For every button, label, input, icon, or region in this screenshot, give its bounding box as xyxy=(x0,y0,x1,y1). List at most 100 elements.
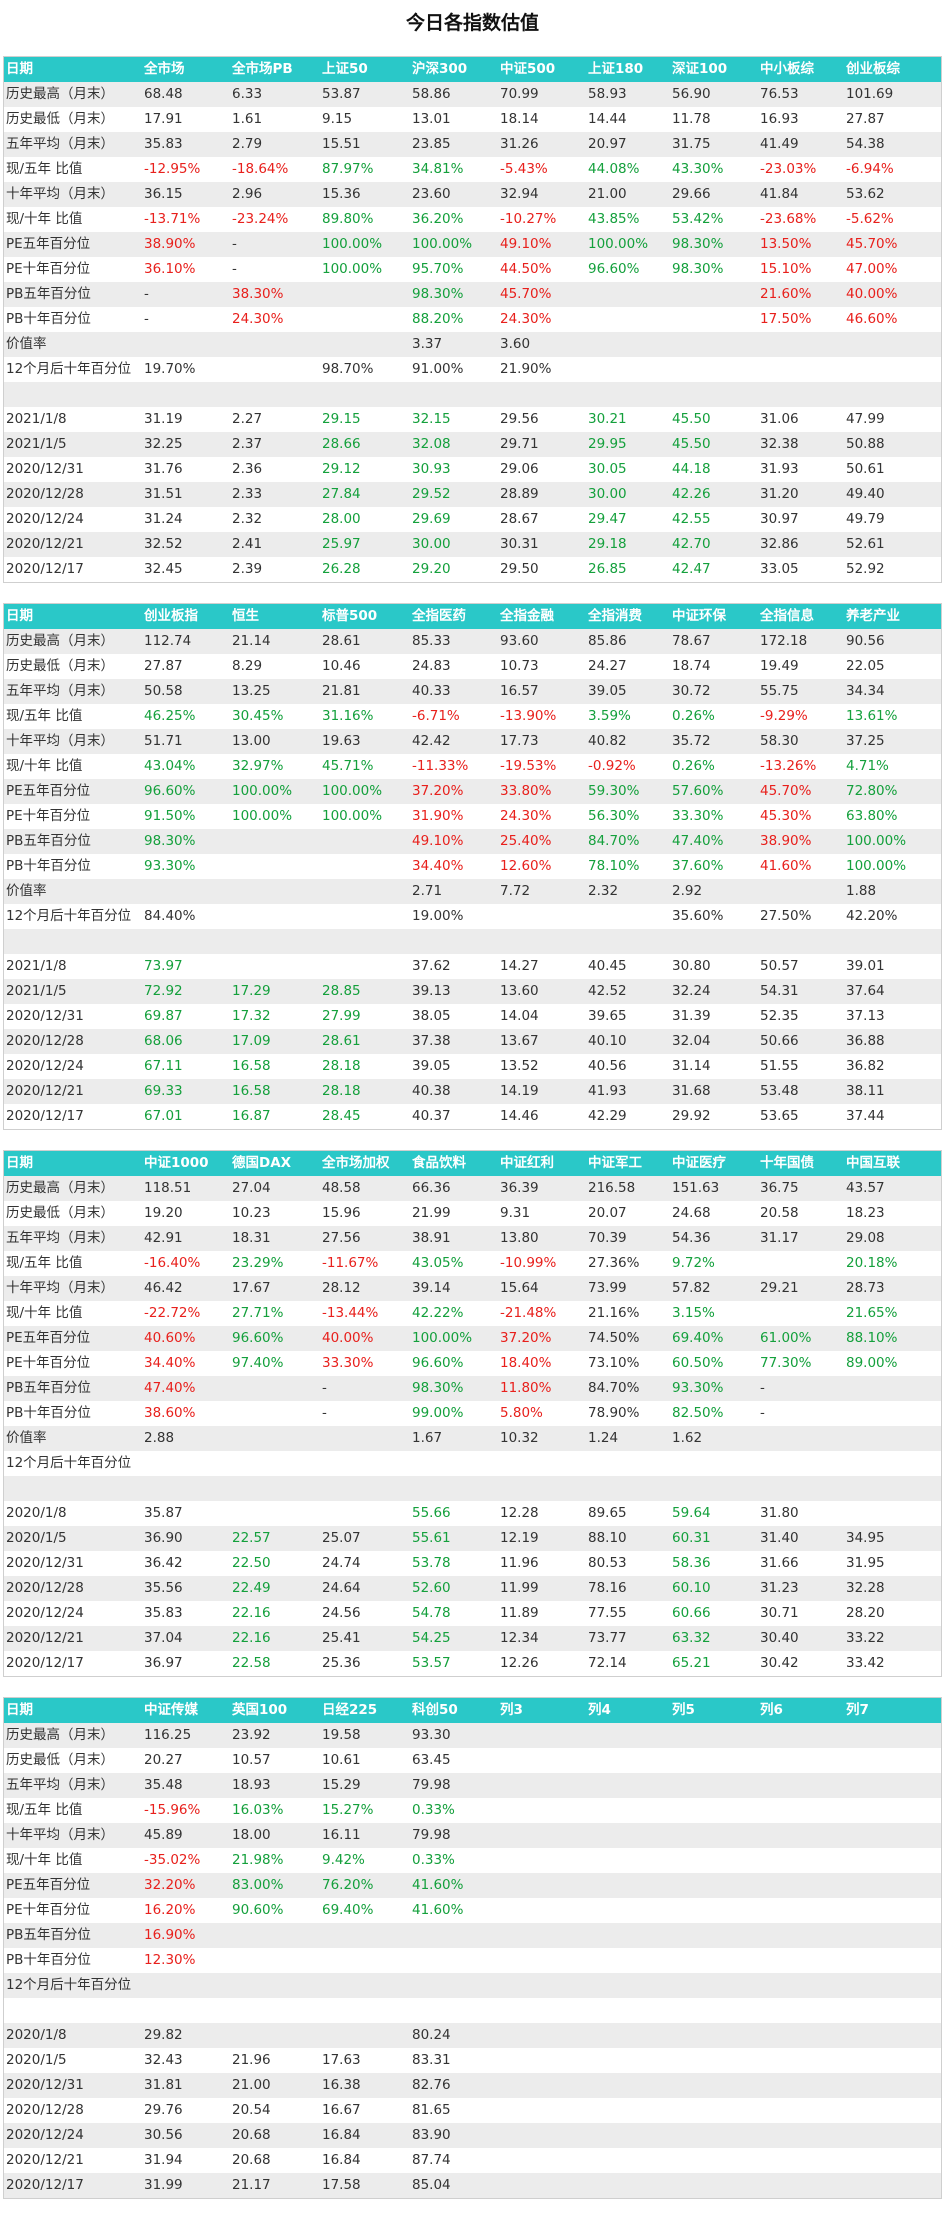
table-cell: 2.41 xyxy=(232,536,263,552)
table-cell: 22.49 xyxy=(232,1580,271,1596)
row-label xyxy=(6,382,146,407)
table-cell: 15.64 xyxy=(500,1280,539,1296)
table-cell: 14.04 xyxy=(500,1008,539,1024)
table-cell: 40.56 xyxy=(588,1058,627,1074)
table-row: 2020/12/28 31.51 2.33 27.84 29.52 28.89 30.00 4… xyxy=(4,482,941,507)
row-label: 十年平均（月末） xyxy=(6,186,114,202)
table-cell: 116.25 xyxy=(144,1727,192,1743)
table-cell: 35.87 xyxy=(144,1505,183,1521)
table-cell: 69.87 xyxy=(144,1008,183,1024)
table-cell: -35.02% xyxy=(144,1852,201,1868)
table-row: 现/十年 比值 43.04% 32.97% 45.71% -11.33% -19.53% -… xyxy=(4,754,941,779)
table-cell: 16.58 xyxy=(232,1058,271,1074)
table-cell: 16.11 xyxy=(322,1827,361,1843)
table-cell: 44.08% xyxy=(588,161,640,177)
table-cell: 29.56 xyxy=(500,411,539,427)
table-cell: 28.45 xyxy=(322,1108,361,1124)
table-cell: 31.51 xyxy=(144,486,183,502)
table-row: 历史最低（月末） 17.91 1.61 9.15 13.01 18.14 14.44 11.7… xyxy=(4,107,941,132)
table-cell: -11.67% xyxy=(322,1255,379,1271)
table-cell: 14.46 xyxy=(500,1108,539,1124)
table-cell: 2.96 xyxy=(232,186,263,202)
row-label: 五年平均（月末） xyxy=(6,136,114,152)
table-cell: 38.11 xyxy=(846,1083,885,1099)
table-cell: 29.21 xyxy=(760,1280,799,1296)
table-cell: 91.00% xyxy=(412,361,464,377)
table-cell: -22.72% xyxy=(144,1305,201,1321)
table-cell: 18.31 xyxy=(232,1230,271,1246)
table-cell: 21.81 xyxy=(322,683,361,699)
table-row: 2020/1/8 35.87 55.66 12.28 89.65 59.64 31.80 xyxy=(4,1501,941,1526)
table-cell: 38.91 xyxy=(412,1230,451,1246)
table-cell: 63.32 xyxy=(672,1630,711,1646)
header-date: 日期 xyxy=(6,1155,33,1171)
table-cell: 21.90% xyxy=(500,361,552,377)
table-row: 2020/12/31 36.42 22.50 24.74 53.78 11.96 80.53… xyxy=(4,1551,941,1576)
table-cell: 28.85 xyxy=(322,983,361,999)
table-cell: 59.30% xyxy=(588,783,640,799)
table-cell: 29.71 xyxy=(500,436,539,452)
table-cell: 216.58 xyxy=(588,1180,636,1196)
table-cell: 98.30% xyxy=(672,261,724,277)
row-label: 2021/1/8 xyxy=(6,411,67,427)
table-cell: 37.20% xyxy=(412,783,464,799)
table-cell: 57.82 xyxy=(672,1280,711,1296)
table-cell: 24.27 xyxy=(588,658,627,674)
table-row: PB十年百分位 93.30% 34.40% 12.60% 78.10% 37.60% 41.… xyxy=(4,854,941,879)
table-cell: 41.60% xyxy=(760,858,812,874)
table-cell: 89.65 xyxy=(588,1505,627,1521)
table-cell: 32.15 xyxy=(412,411,451,427)
row-label: 历史最高（月末） xyxy=(6,633,114,649)
table-cell: -13.44% xyxy=(322,1305,379,1321)
table-row xyxy=(4,929,941,954)
table-cell: 1.67 xyxy=(412,1430,443,1446)
table-cell: 83.90 xyxy=(412,2127,451,2143)
table-cell: 81.65 xyxy=(412,2102,451,2118)
table-cell: 59.64 xyxy=(672,1505,711,1521)
row-label: PB五年百分位 xyxy=(6,833,91,849)
table-row: PE五年百分位 32.20% 83.00% 76.20% 41.60% xyxy=(4,1873,941,1898)
row-label: 历史最高（月末） xyxy=(6,86,114,102)
table-cell: 1.88 xyxy=(846,883,877,899)
table-cell: -13.90% xyxy=(500,708,557,724)
table-cell: -12.95% xyxy=(144,161,201,177)
table-cell: 40.38 xyxy=(412,1083,451,1099)
table-cell: 80.53 xyxy=(588,1555,627,1571)
table-cell: 40.10 xyxy=(588,1033,627,1049)
table-cell: 85.04 xyxy=(412,2177,451,2193)
table-cell: -5.62% xyxy=(846,211,894,227)
header-cell: 沪深300 xyxy=(412,61,468,77)
table-cell: 21.14 xyxy=(232,633,271,649)
table-cell: 14.27 xyxy=(500,958,539,974)
table-cell: 15.36 xyxy=(322,186,361,202)
row-label: 现/五年 比值 xyxy=(6,161,83,177)
table-header-row: 日期 中证1000 德国DAX 全市场加权 食品饮料 中证红利 中证军工 中证医疗 十年国债 中国… xyxy=(4,1151,941,1176)
row-label: PB五年百分位 xyxy=(6,1927,91,1943)
table-cell: -13.26% xyxy=(760,758,817,774)
table-cell: 31.17 xyxy=(760,1230,799,1246)
header-cell: 中证500 xyxy=(500,61,556,77)
table-cell: 37.20% xyxy=(500,1330,552,1346)
row-label: 现/十年 比值 xyxy=(6,1852,83,1868)
table-cell: 82.50% xyxy=(672,1405,724,1421)
table-row: 历史最高（月末） 116.25 23.92 19.58 93.30 xyxy=(4,1723,941,1748)
table-row: 2020/12/17 67.01 16.87 28.45 40.37 14.46 42.29… xyxy=(4,1104,941,1129)
table-row: 十年平均（月末） 45.89 18.00 16.11 79.98 xyxy=(4,1823,941,1848)
row-label: 2020/12/24 xyxy=(6,1605,84,1621)
table-cell: 21.65% xyxy=(846,1305,898,1321)
row-label: 2020/12/31 xyxy=(6,1555,84,1571)
table-row: 2020/1/8 29.82 80.24 xyxy=(4,2023,941,2048)
table-cell: 70.39 xyxy=(588,1230,627,1246)
table-row: 2020/12/21 31.94 20.68 16.84 87.74 xyxy=(4,2148,941,2173)
table-cell: 57.60% xyxy=(672,783,724,799)
table-cell: 31.81 xyxy=(144,2077,183,2093)
table-cell: 69.33 xyxy=(144,1083,183,1099)
table-cell: 19.00% xyxy=(412,908,464,924)
row-label: PE五年百分位 xyxy=(6,236,91,252)
table-cell: 10.57 xyxy=(232,1752,271,1768)
table-row: 12个月后十年百分位 19.70% 98.70% 91.00% 21.90% xyxy=(4,357,941,382)
table-cell: 16.87 xyxy=(232,1108,271,1124)
table-cell: 17.09 xyxy=(232,1033,271,1049)
table-cell: 38.05 xyxy=(412,1008,451,1024)
table-row: PE五年百分位 38.90% - 100.00% 100.00% 49.10% 100.00… xyxy=(4,232,941,257)
